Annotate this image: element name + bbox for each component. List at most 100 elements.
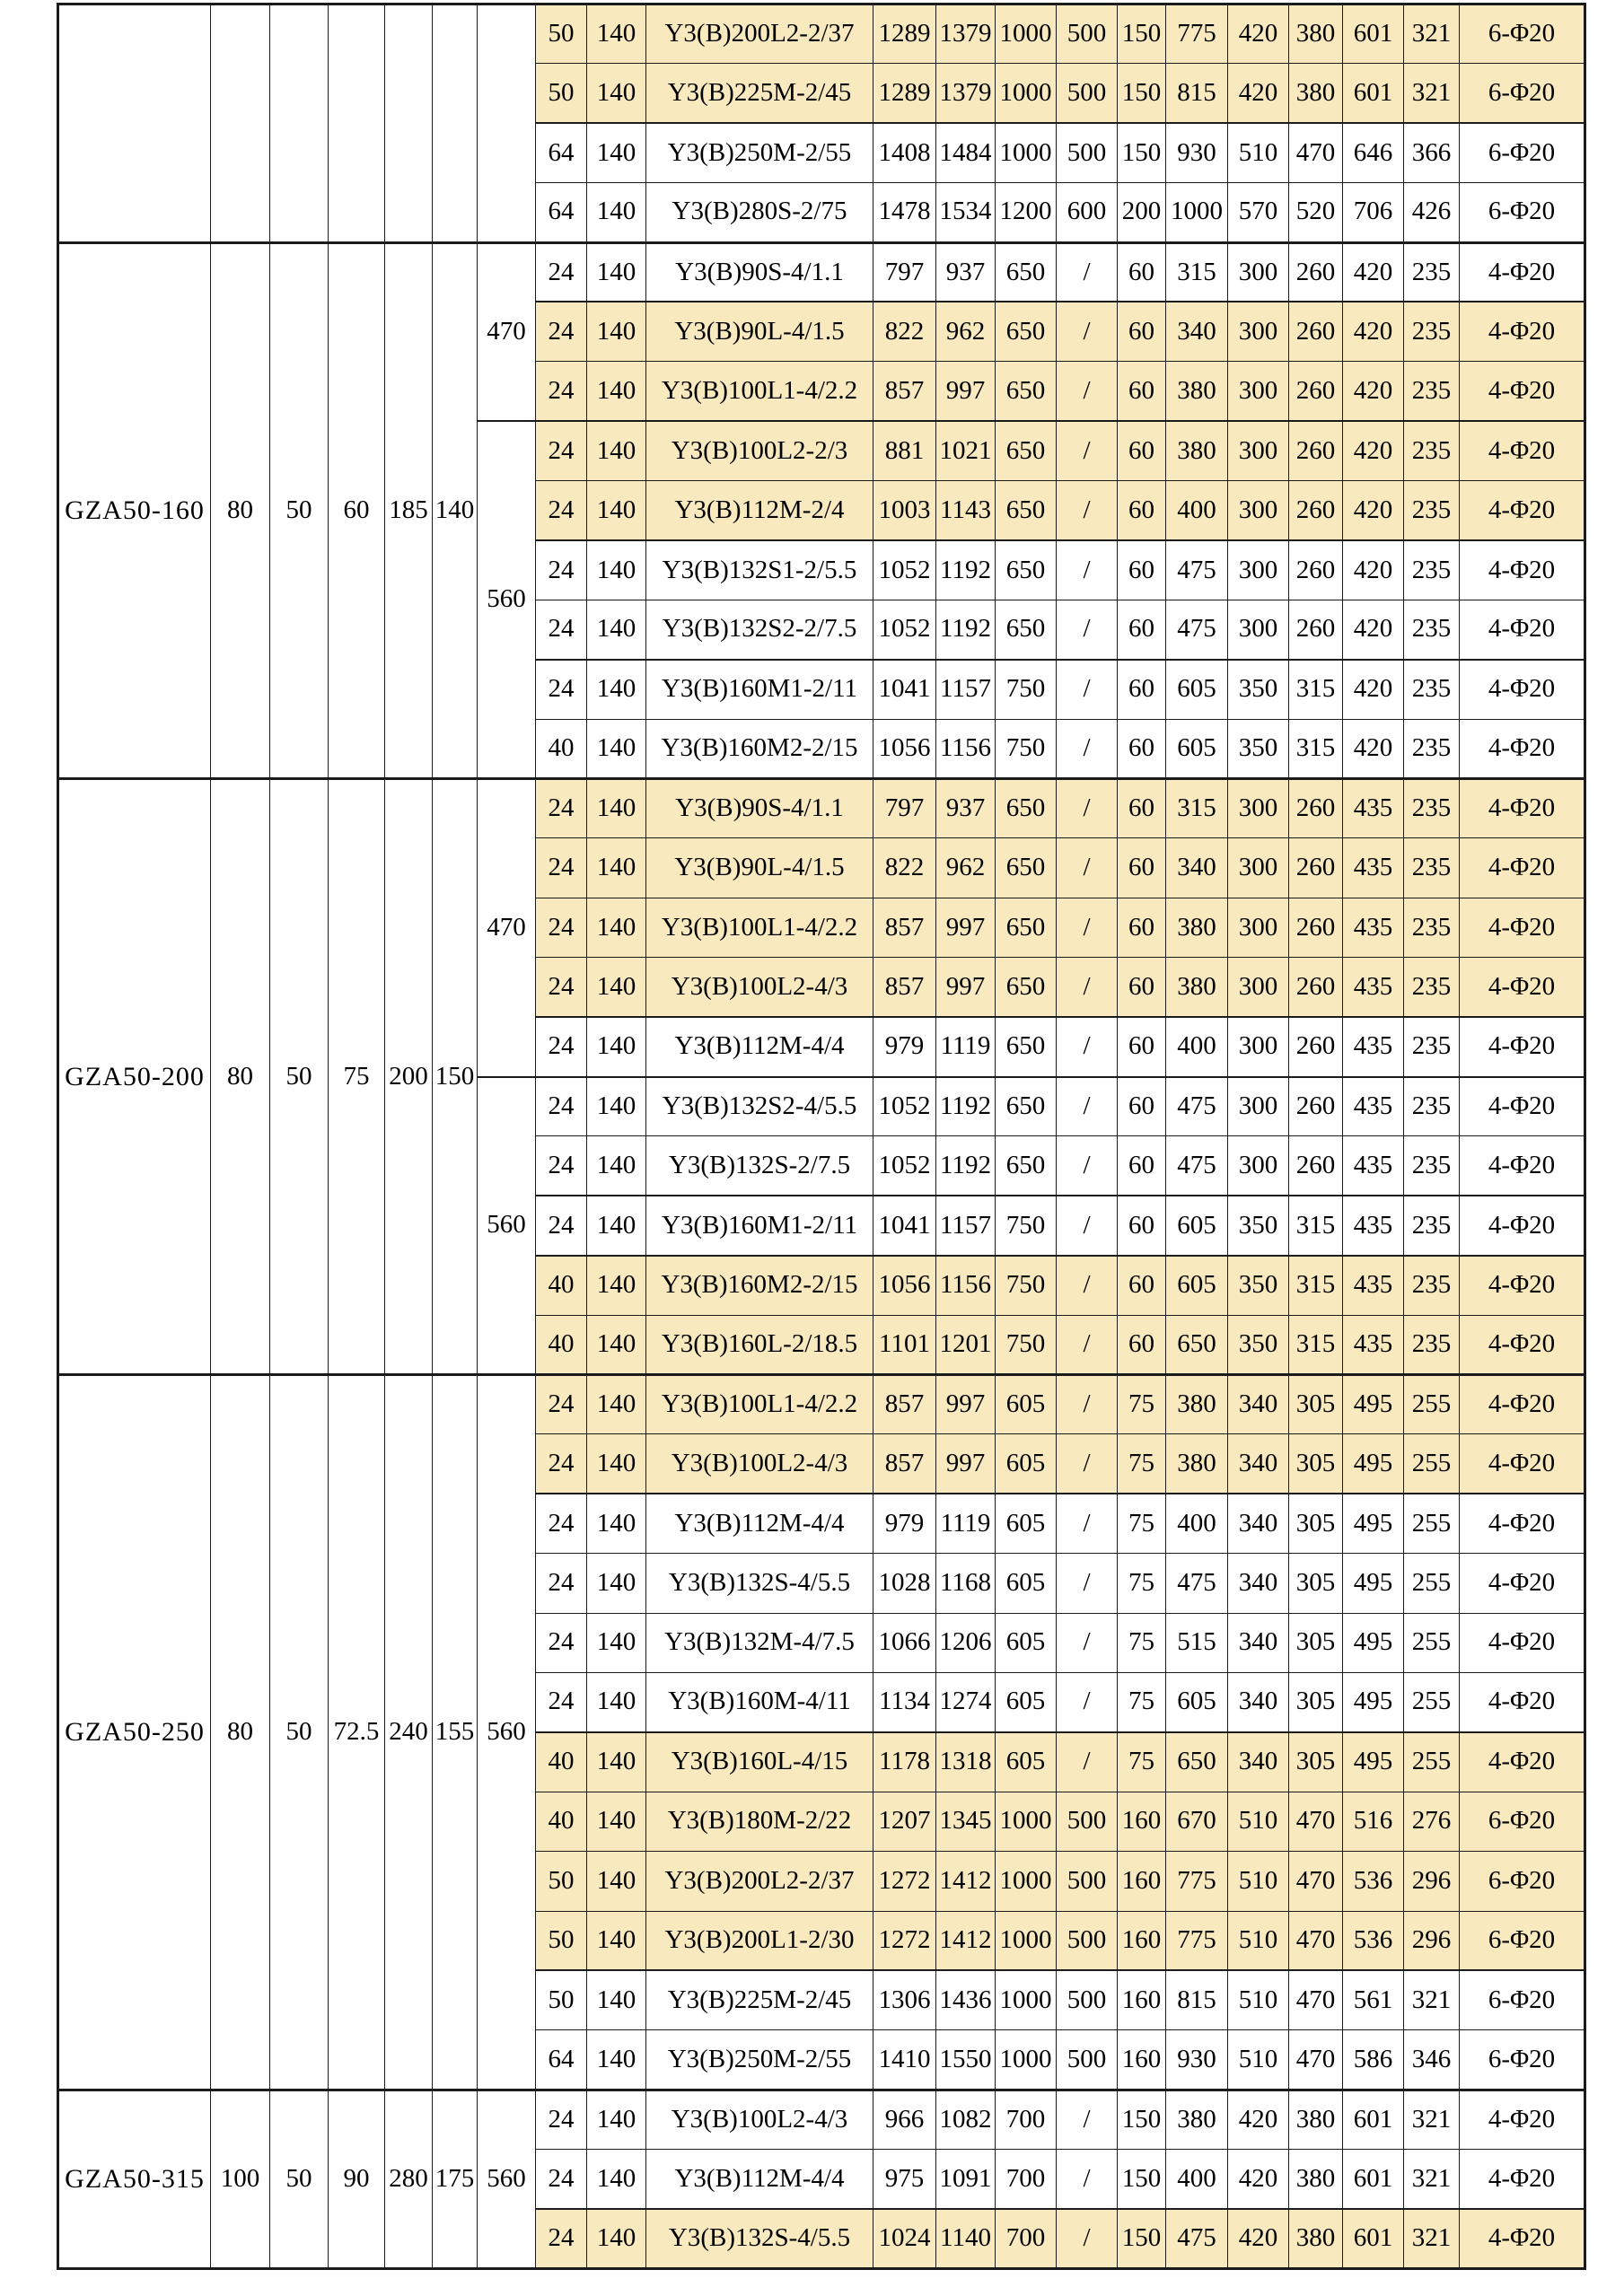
table-cell: 601 bbox=[1342, 63, 1404, 124]
table-cell: / bbox=[1056, 1075, 1118, 1137]
table-cell: 300 bbox=[1227, 1016, 1289, 1078]
table-cell: / bbox=[1056, 301, 1118, 363]
table-cell: 300 bbox=[1227, 480, 1289, 541]
table-cell: 235 bbox=[1403, 1135, 1460, 1196]
table-cell: 60 bbox=[1117, 1075, 1166, 1137]
table-row: GZA50-160 80 50 60 185 140 470 24 140 Y3(B)90S-4/… bbox=[57, 241, 1585, 780]
table-cell: / bbox=[1056, 1372, 1118, 1435]
table-cell: / bbox=[1056, 1553, 1118, 1614]
table-cell: 605 bbox=[995, 1612, 1057, 1673]
spec-table: 50 140 Y3(B)200L2-2/37 1289 1379 1000 500 150 77… bbox=[57, 2, 1586, 2270]
table-cell: 260 bbox=[1288, 837, 1343, 898]
table-cell: Y3(B)132S2-2/7.5 bbox=[645, 599, 873, 661]
table-cell: 1041 bbox=[873, 1195, 936, 1257]
table-cell: / bbox=[1056, 777, 1118, 839]
table-cell: 260 bbox=[1288, 777, 1343, 839]
table-cell: 305 bbox=[1288, 1612, 1343, 1673]
table-cell: 1156 bbox=[935, 718, 996, 780]
table-cell: 24 bbox=[535, 837, 587, 898]
table-cell: 315 bbox=[1288, 718, 1343, 780]
table-cell: 500 bbox=[1056, 2029, 1118, 2090]
table-cell: 4-Φ20 bbox=[1459, 1314, 1585, 1375]
table-cell: 510 bbox=[1227, 122, 1289, 184]
table-cell: 1000 bbox=[995, 1910, 1057, 1971]
table-cell: Y3(B)132M-4/7.5 bbox=[645, 1612, 873, 1673]
table-cell: 1056 bbox=[873, 718, 936, 780]
table-cell: 255 bbox=[1403, 1553, 1460, 1614]
table-cell: 300 bbox=[1227, 599, 1289, 661]
table-cell: / bbox=[1056, 1254, 1118, 1316]
table-cell: 750 bbox=[995, 718, 1057, 780]
table-cell: 380 bbox=[1165, 420, 1228, 482]
table-cell: 605 bbox=[995, 1553, 1057, 1614]
table-cell: 400 bbox=[1165, 480, 1228, 541]
table-row: 24 140 Y3(B)100L1-4/2.2 857 997 650/60 380 300 2… bbox=[58, 897, 1585, 959]
table-cell: 1207 bbox=[873, 1791, 936, 1853]
table-cell: 40 bbox=[535, 1314, 587, 1375]
table-cell: 1052 bbox=[873, 1135, 936, 1196]
table-row: GZA50-250 80 50 72.5 240 155 560 24 140 Y3(B)100L… bbox=[57, 1372, 1585, 2090]
table-cell: 60 bbox=[1117, 420, 1166, 482]
table-cell: 601 bbox=[1342, 2, 1404, 65]
table-cell: 300 bbox=[1227, 361, 1289, 422]
table-row: 24 140 Y3(B)112M-4/4 975 1091 700/150 400 420 38… bbox=[58, 2149, 1585, 2210]
table-cell: 6-Φ20 bbox=[1459, 2, 1585, 65]
table-cell: 586 bbox=[1342, 2029, 1404, 2090]
table-cell: 435 bbox=[1342, 957, 1404, 1018]
table-cell: 6-Φ20 bbox=[1459, 1851, 1585, 1912]
table-cell: / bbox=[1056, 2149, 1118, 2210]
table-cell: 1003 bbox=[873, 480, 936, 541]
table-cell: 235 bbox=[1403, 301, 1460, 363]
table-cell: 6-Φ20 bbox=[1459, 1791, 1585, 1853]
table-cell: 140 bbox=[586, 718, 646, 780]
table-cell: 75 bbox=[1117, 1433, 1166, 1494]
table-row: 24 140 Y3(B)90L-4/1.5 822 962 650/60 340 300 260… bbox=[58, 837, 1585, 898]
table-row: 40 140 Y3(B)160M2-2/15 1056 1156 750/60 605 350… bbox=[58, 718, 1585, 780]
table-cell: / bbox=[1056, 361, 1118, 422]
table-cell: 605 bbox=[1165, 718, 1228, 780]
table-cell: 4-Φ20 bbox=[1459, 1254, 1585, 1316]
table-cell: 64 bbox=[535, 182, 587, 243]
table-cell: 400 bbox=[1165, 1493, 1228, 1555]
table-cell: 380 bbox=[1288, 2088, 1343, 2151]
table-cell: / bbox=[1056, 420, 1118, 482]
table-cell: 255 bbox=[1403, 1493, 1460, 1555]
table-cell: 300 bbox=[1227, 1135, 1289, 1196]
table-cell: 140 bbox=[586, 301, 646, 363]
table-cell: 140 bbox=[586, 2029, 646, 2090]
table-cell: 260 bbox=[1288, 539, 1343, 600]
table-cell: 235 bbox=[1403, 361, 1460, 422]
speed-span-cell: 560 bbox=[477, 1372, 536, 2090]
table-cell: 1052 bbox=[873, 599, 936, 661]
dimension-cell bbox=[269, 3, 329, 243]
table-cell: 300 bbox=[1227, 301, 1289, 363]
table-cell: 4-Φ20 bbox=[1459, 361, 1585, 422]
table-cell: 650 bbox=[1165, 1731, 1228, 1792]
table-cell: Y3(B)250M-2/55 bbox=[645, 2029, 873, 2090]
table-cell: 4-Φ20 bbox=[1459, 1493, 1585, 1555]
dimension-cell bbox=[432, 3, 478, 243]
table-row: 50 140 Y3(B)225M-2/45 1306 1436 1000 500 160 815… bbox=[58, 1969, 1585, 2031]
table-cell: 60 bbox=[1117, 539, 1166, 600]
table-cell: 300 bbox=[1227, 539, 1289, 600]
table-cell: 650 bbox=[995, 837, 1057, 898]
table-cell: Y3(B)90S-4/1.1 bbox=[645, 241, 873, 302]
table-cell: Y3(B)132S-4/5.5 bbox=[645, 2207, 873, 2269]
table-row: GZA50-315 100 50 90 280 175 560 24 140 Y3(B)100L2… bbox=[57, 2088, 1585, 2269]
table-cell: Y3(B)160M1-2/11 bbox=[645, 658, 873, 720]
table-cell: 380 bbox=[1165, 1433, 1228, 1494]
table-cell: 420 bbox=[1342, 658, 1404, 720]
table-cell: Y3(B)100L1-4/2.2 bbox=[645, 897, 873, 959]
table-cell: 420 bbox=[1227, 2088, 1289, 2151]
table-cell: 300 bbox=[1227, 957, 1289, 1018]
table-cell: 140 bbox=[586, 777, 646, 839]
table-cell: 50 bbox=[535, 1910, 587, 1971]
table-cell: / bbox=[1056, 241, 1118, 302]
table-cell: 140 bbox=[586, 122, 646, 184]
table-cell: 60 bbox=[1117, 480, 1166, 541]
table-cell: / bbox=[1056, 1135, 1118, 1196]
table-cell: / bbox=[1056, 599, 1118, 661]
table-cell: 570 bbox=[1227, 182, 1289, 243]
table-cell: 24 bbox=[535, 1433, 587, 1494]
table-cell: / bbox=[1056, 1731, 1118, 1792]
